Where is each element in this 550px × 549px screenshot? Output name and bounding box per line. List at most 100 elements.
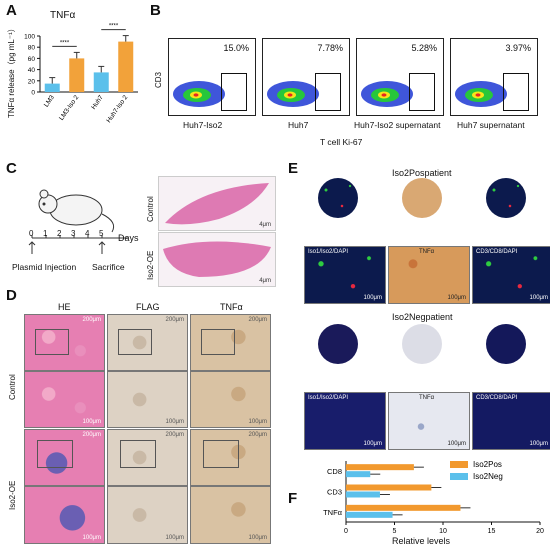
zoom-box <box>37 440 73 468</box>
timeline-1: 1 <box>43 229 48 238</box>
category-label: CD3 <box>327 488 342 497</box>
bar <box>346 471 371 478</box>
liver-section-iso2: 4μm <box>158 232 276 287</box>
row-control: Control <box>8 374 17 400</box>
he-control-high: 100μm <box>24 371 105 428</box>
mouse-icon <box>38 189 115 233</box>
bar <box>44 83 60 92</box>
col-flag: FLAG <box>136 302 160 312</box>
flow-pct-2: 7.78% <box>317 43 343 53</box>
flow-plot-4: 3.97% <box>450 38 538 116</box>
neg-overview-tnfa <box>402 324 442 364</box>
flow-pct-1: 15.0% <box>223 43 249 53</box>
timeline-5: 5 <box>99 229 104 238</box>
timeline-0: 0 <box>29 229 34 238</box>
timeline-days: Days <box>118 233 139 243</box>
zoom-box <box>118 329 152 355</box>
x-tick-label: 20 <box>536 528 544 535</box>
pos-patient-title: Iso2Pospatient <box>392 168 452 178</box>
chart-f-xlabel: Relative levels <box>392 536 451 546</box>
chart-f: 0 5 10 15 20 CD8 CD3 TNFα Iso2Pos Iso2Neg <box>323 460 544 535</box>
y-tick-label: 0 <box>31 90 35 97</box>
x-tick-label: 15 <box>488 528 496 535</box>
legend-swatch <box>450 461 468 468</box>
tnfa-iso2-high: 100μm <box>190 486 271 544</box>
flow-label-1: Huh7-Iso2 <box>183 120 223 130</box>
flow-density-3 <box>361 81 413 107</box>
panel-label-e: E <box>288 160 299 177</box>
chart-a: 0 20 40 60 80 100 LM3 LM3-Iso 2 Huh7 Huh7-Iso 2 **… <box>24 24 138 124</box>
flag-control-low: 200μm <box>107 314 188 371</box>
y-tick-label: 40 <box>28 67 36 74</box>
legend-label: Iso2Neg <box>473 472 503 481</box>
flow-pct-4: 3.97% <box>505 43 531 53</box>
flag-iso2-high: 100μm <box>107 486 188 544</box>
flow-gate-2 <box>315 73 341 111</box>
flow-label-2: Huh7 <box>288 120 309 130</box>
flow-gate-4 <box>503 73 529 111</box>
liver-row-iso2: Iso2-OE <box>146 250 155 280</box>
neg-tnfa-zoom: TNFα 100μm <box>388 392 470 450</box>
bar <box>346 464 414 471</box>
neg-overview-cd <box>486 324 526 364</box>
zoom-box <box>120 440 156 468</box>
liver-section-control: 4μm <box>158 176 276 231</box>
x-tick-label: 5 <box>393 528 397 535</box>
zoom-box <box>201 329 235 355</box>
category-label: TNFα <box>323 508 343 517</box>
bar <box>69 58 85 92</box>
flow-plot-2: 7.78% <box>262 38 350 116</box>
panel-label-d: D <box>6 287 17 304</box>
significance-stars: **** <box>109 24 119 30</box>
y-tick-label: 20 <box>28 78 36 85</box>
pos-iso-zoom: Iso1/Iso2/DAPI 100μm <box>304 246 386 304</box>
col-tnfa: TNFα <box>220 302 243 312</box>
flow-xlabel: T cell Ki-67 <box>320 137 363 147</box>
tnfa-control-high: 100μm <box>190 371 271 428</box>
tnfa-control-low: 200μm <box>190 314 271 371</box>
bar <box>93 72 109 92</box>
category-label: CD8 <box>327 467 342 476</box>
neg-iso-zoom: Iso1/Iso2/DAPI 100μm <box>304 392 386 450</box>
pos-overview-iso <box>318 178 358 218</box>
flow-ylabel: CD3 <box>154 71 163 88</box>
legend-swatch <box>450 473 468 480</box>
timeline-4: 4 <box>85 229 90 238</box>
sacrifice-label: Sacrifice <box>92 262 125 272</box>
mouse-timeline <box>28 189 128 254</box>
y-tick-label: 80 <box>28 45 36 52</box>
timeline-2: 2 <box>57 229 62 238</box>
liver-scale-iso2: 4μm <box>259 278 271 284</box>
y-tick-label: 60 <box>28 56 36 63</box>
flag-control-high: 100μm <box>107 371 188 428</box>
bar <box>346 484 432 491</box>
flow-label-4: Huh7 supernatant <box>457 120 525 130</box>
liver-scale-control: 4μm <box>259 222 271 228</box>
liver-row-control: Control <box>146 196 155 222</box>
significance-stars: **** <box>60 40 70 46</box>
x-tick-label: LM3 <box>43 94 56 109</box>
flow-plot-3: 5.28% <box>356 38 444 116</box>
tnfa-iso2-low: 200μm <box>190 429 271 486</box>
injection-arrow <box>28 241 36 254</box>
flow-gate-1 <box>221 73 247 111</box>
zoom-box <box>203 440 239 468</box>
flow-density-4 <box>455 81 507 107</box>
flow-pct-3: 5.28% <box>411 43 437 53</box>
chart-a-title: TNFα <box>50 10 76 21</box>
bar <box>346 491 380 498</box>
flow-gate-3 <box>409 73 435 111</box>
neg-patient-title: Iso2Negpatient <box>392 312 453 322</box>
timeline-3: 3 <box>71 229 76 238</box>
bar <box>346 504 461 511</box>
panel-label-b: B <box>150 2 161 19</box>
panel-label-f: F <box>288 490 298 507</box>
x-tick-label: Huh7 <box>90 94 105 111</box>
row-iso2: Iso2-OE <box>8 480 17 510</box>
sacrifice-arrow <box>98 241 106 254</box>
flow-density-1 <box>173 81 225 107</box>
bar <box>346 511 393 518</box>
flag-iso2-low: 200μm <box>107 429 188 486</box>
x-tick-label: 10 <box>439 528 447 535</box>
x-tick-label: Huh7-Iso 2 <box>105 94 129 124</box>
